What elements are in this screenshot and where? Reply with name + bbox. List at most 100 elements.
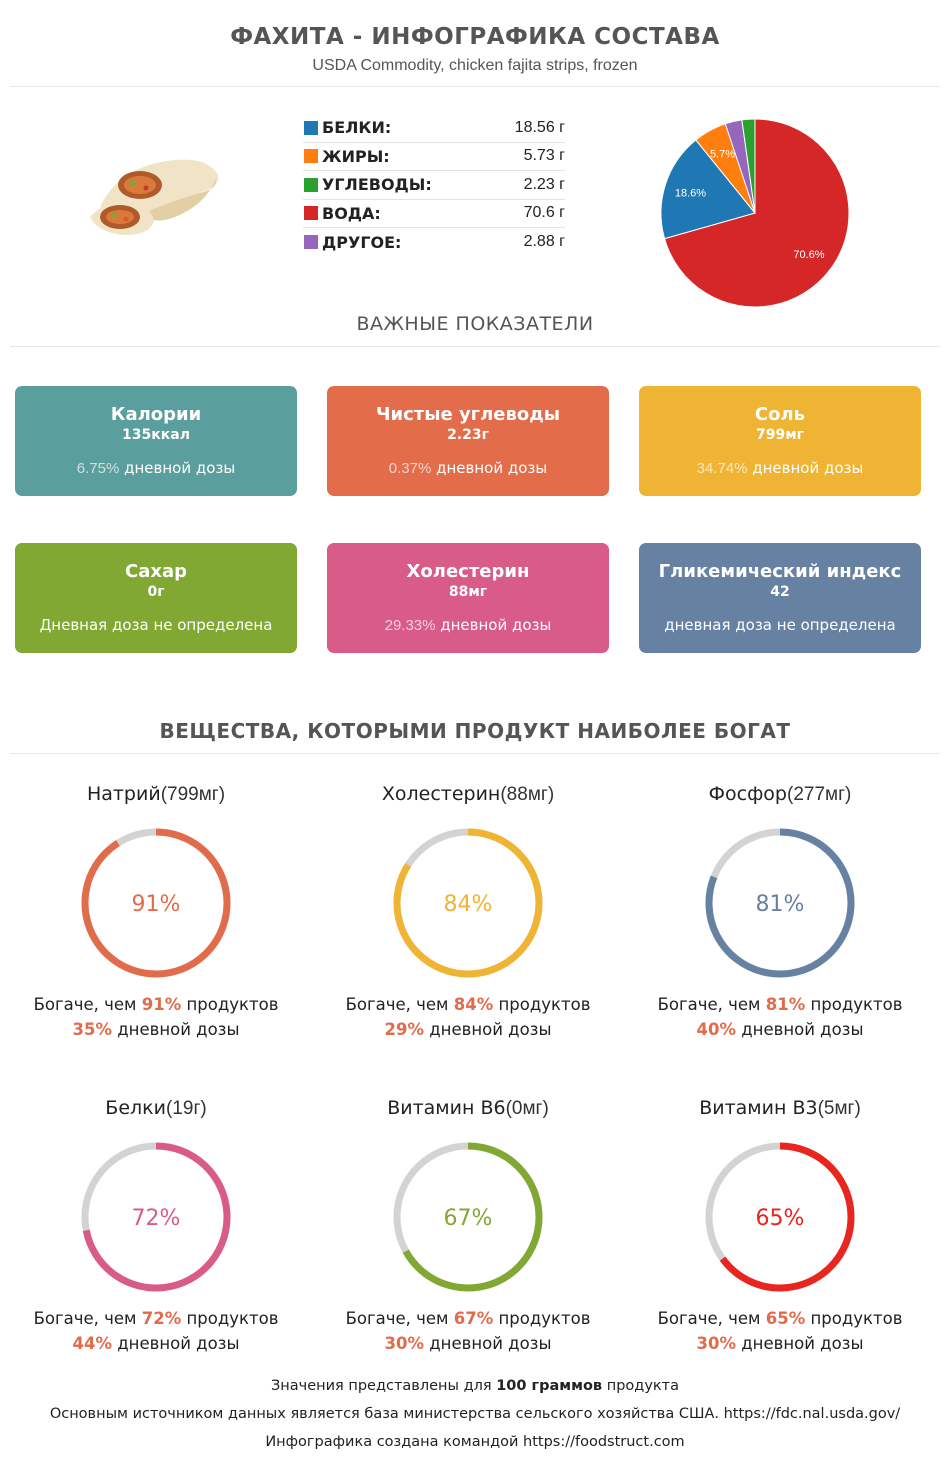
card-title: Гликемический индекс xyxy=(658,561,902,582)
pie-label: 18.6% xyxy=(675,188,706,200)
card-dose: 34.74% дневной дозы xyxy=(639,459,921,477)
macro-row-other: ДРУГОЕ: 2.88 г xyxy=(303,228,565,257)
card-dose-percent: 34.74% xyxy=(696,460,748,477)
richer-prefix: Богаче, чем xyxy=(33,995,142,1014)
macro-row-carbs: УГЛЕВОДЫ: 2.23 г xyxy=(303,171,565,200)
nutrient-vitamin-b3: Витамин В3(5мг) 65% Богаче, чем 65% прод… xyxy=(630,1097,930,1353)
pie-slice-Вода xyxy=(663,118,850,308)
daily-dose-percent: 30% xyxy=(384,1334,425,1353)
daily-dose-suffix: дневной дозы xyxy=(736,1334,864,1353)
card-dose: Дневная доза не определена xyxy=(15,616,297,634)
card-sugar: Сахар 0г Дневная доза не определена xyxy=(15,543,297,653)
richer-suffix: продуктов xyxy=(493,1309,591,1328)
ring-progress-arc xyxy=(705,828,855,978)
card-dose-text: дневной дозы xyxy=(119,459,236,477)
percentile-ring: 91% xyxy=(81,828,231,978)
card-dose-text: дневная доза не определена xyxy=(664,616,896,634)
divider xyxy=(10,86,940,87)
nutrient-label: Витамин В3 xyxy=(699,1097,818,1119)
pie-label: 5.7% xyxy=(710,149,735,161)
card-dose-text: дневной дозы xyxy=(747,459,864,477)
card-net-carbs: Чистые углеводы 2.23г 0.37% дневной дозы xyxy=(327,386,609,496)
footer-note-serving: Значения представлены для 100 граммов пр… xyxy=(0,1378,950,1394)
richer-percent: 65% xyxy=(765,1309,806,1328)
daily-dose-text: 30% дневной дозы xyxy=(318,1334,618,1353)
nutrient-name: Фосфор(277мг) xyxy=(630,783,930,811)
nutrient-label: Витамин В6 xyxy=(387,1097,506,1119)
ring-percent-label: 65% xyxy=(756,1206,805,1231)
nutrient-name: Витамин В6(0мг) xyxy=(318,1097,618,1125)
richer-prefix: Богаче, чем xyxy=(345,1309,454,1328)
richer-suffix: продуктов xyxy=(181,995,279,1014)
page-title: ФАХИТА - ИНФОГРАФИКА СОСТАВА xyxy=(230,24,720,50)
richer-than-text: Богаче, чем 67% продуктов xyxy=(318,1309,618,1328)
percentile-ring: 67% xyxy=(393,1142,543,1292)
card-dose-percent: 29.33% xyxy=(384,617,436,634)
daily-dose-suffix: дневной дозы xyxy=(424,1334,552,1353)
nutrient-amount: (799мг) xyxy=(160,784,226,805)
card-dose: 6.75% дневной дозы xyxy=(15,459,297,477)
nutrient-protein: Белки(19г) 72% Богаче, чем 72% продуктов… xyxy=(6,1097,306,1353)
card-value: 42 xyxy=(770,584,790,600)
richer-percent: 67% xyxy=(453,1309,494,1328)
percentile-ring: 72% xyxy=(81,1142,231,1292)
card-glycemic-index: Гликемический индекс 42 дневная доза не … xyxy=(639,543,921,653)
pie-slice-Белки xyxy=(660,139,756,240)
daily-dose-percent: 35% xyxy=(72,1020,113,1039)
key-indicators-heading: ВАЖНЫЕ ПОКАЗАТЕЛИ xyxy=(356,313,594,335)
footer-text: продукта xyxy=(602,1378,679,1394)
percentile-ring: 81% xyxy=(705,828,855,978)
macro-name: ЖИРЫ: xyxy=(322,146,390,166)
legend-swatch xyxy=(304,235,318,250)
nutrient-name: Холестерин(88мг) xyxy=(318,783,618,811)
ring-progress-arc xyxy=(719,1142,855,1292)
daily-dose-percent: 40% xyxy=(696,1020,737,1039)
card-dose-text: дневной дозы xyxy=(431,459,548,477)
nutrient-amount: (0мг) xyxy=(505,1098,549,1119)
pie-label: 70.6% xyxy=(793,249,824,261)
nutrient-sodium: Натрий(799мг) 91% Богаче, чем 91% продук… xyxy=(6,783,306,1039)
page-subtitle: USDA Commodity, chicken fajita strips, f… xyxy=(312,57,638,74)
macro-value: 2.88 г xyxy=(523,233,565,251)
card-title: Холестерин xyxy=(406,561,530,582)
richer-prefix: Богаче, чем xyxy=(33,1309,142,1328)
card-value: 0г xyxy=(147,584,165,600)
nutrient-amount: (19г) xyxy=(165,1098,207,1119)
macro-value: 5.73 г xyxy=(523,147,565,165)
richer-than-text: Богаче, чем 84% продуктов xyxy=(318,995,618,1014)
footer-unit: граммов xyxy=(531,1378,603,1394)
card-title: Калории xyxy=(110,404,202,425)
ring-progress-arc xyxy=(82,1142,231,1292)
nutrient-cholesterol: Холестерин(88мг) 84% Богаче, чем 84% про… xyxy=(318,783,618,1039)
card-dose-percent: 6.75% xyxy=(76,460,120,477)
richer-percent: 81% xyxy=(765,995,806,1014)
macro-value: 18.56 г xyxy=(514,118,565,136)
nutrient-amount: (277мг) xyxy=(787,784,852,805)
richer-percent: 91% xyxy=(141,995,182,1014)
macro-name: ВОДА: xyxy=(322,203,381,223)
nutrient-name: Витамин В3(5мг) xyxy=(630,1097,930,1125)
footer-note-source: Основным источником данных является база… xyxy=(49,1406,901,1422)
card-value: 135ккал xyxy=(122,427,190,443)
card-title: Соль xyxy=(754,404,806,425)
card-dose-percent: 0.37% xyxy=(388,460,432,477)
daily-dose-suffix: дневной дозы xyxy=(112,1020,240,1039)
daily-dose-suffix: дневной дозы xyxy=(112,1334,240,1353)
ring-progress-arc xyxy=(402,1142,543,1292)
daily-dose-text: 35% дневной дозы xyxy=(6,1020,306,1039)
ring-percent-label: 91% xyxy=(132,892,181,917)
legend-swatch xyxy=(304,149,318,164)
richer-prefix: Богаче, чем xyxy=(657,995,766,1014)
macro-row-protein: БЕЛКИ: 18.56 г xyxy=(303,114,565,143)
nutrient-name: Белки(19г) xyxy=(6,1097,306,1125)
card-cholesterol: Холестерин 88мг 29.33% дневной дозы xyxy=(327,543,609,653)
ring-progress-arc xyxy=(81,828,231,978)
macro-name: УГЛЕВОДЫ: xyxy=(322,175,432,195)
fajita-image xyxy=(90,159,219,235)
card-dose-text: Дневная доза не определена xyxy=(39,616,273,634)
macro-name: ДРУГОЕ: xyxy=(322,232,402,252)
ring-percent-label: 81% xyxy=(756,892,805,917)
macro-row-water: ВОДА: 70.6 г xyxy=(303,200,565,228)
ring-percent-label: 72% xyxy=(132,1206,181,1231)
richer-suffix: продуктов xyxy=(805,995,903,1014)
